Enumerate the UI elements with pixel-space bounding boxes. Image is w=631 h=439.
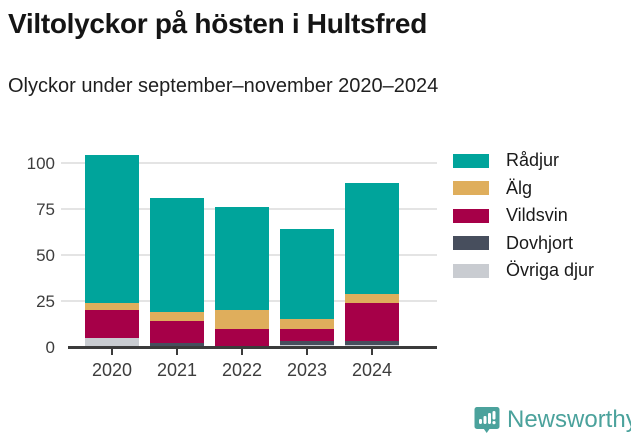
brand-link[interactable]: Newsworthy [474, 406, 631, 434]
x-axis-tick [176, 348, 178, 355]
legend-swatch-icon [453, 236, 489, 251]
x-axis-tick [306, 348, 308, 355]
bar-segment-2024-älg [345, 293, 399, 303]
legend-item-dovhjort: Dovhjort [453, 230, 594, 258]
chart-title: Viltolyckor på hösten i Hultsfred [8, 8, 428, 39]
bar-segment-2021-vildsvin [150, 321, 204, 344]
bar-segment-2020-rådjur [85, 155, 139, 303]
bar-segment-2020-älg [85, 302, 139, 311]
legend-item-älg: Älg [453, 175, 594, 203]
bar-segment-2023-dovhjort [280, 341, 334, 346]
bar-segment-2022-älg [215, 310, 269, 329]
y-axis-tick-label: 75 [36, 199, 55, 219]
newsworthy-logo-icon [474, 406, 500, 434]
x-axis-tick-label: 2023 [286, 360, 328, 380]
y-axis-tick-label: 50 [36, 245, 55, 265]
gridline-y-100 [61, 161, 437, 164]
legend-swatch-icon [453, 208, 489, 223]
legend-label: Älg [506, 177, 533, 198]
legend-label: Dovhjort [506, 232, 574, 253]
x-axis-line [68, 346, 437, 349]
legend-item-vildsvin: Vildsvin [453, 202, 594, 230]
legend: Rådjur Älg Vildsvin Dovhjort Övriga djur [453, 147, 594, 285]
x-axis-tick [111, 348, 113, 355]
bar-segment-2020-övriga-djur [85, 337, 139, 347]
chart-subtitle: Olyckor under september–november 2020–20… [8, 75, 439, 97]
y-axis-tick-label: 100 [26, 153, 55, 173]
brand-name: Newsworthy [507, 406, 631, 433]
bar-segment-2023-vildsvin [280, 328, 334, 342]
bar-segment-2021-dovhjort [150, 343, 204, 347]
bar-segment-2023-älg [280, 319, 334, 329]
legend-label: Övriga djur [506, 260, 595, 281]
legend-label: Rådjur [506, 150, 560, 171]
bar-segment-2024-rådjur [345, 182, 399, 294]
bar-segment-2023-rådjur [280, 228, 334, 320]
x-axis-tick-label: 2021 [156, 360, 198, 380]
legend-swatch-icon [453, 263, 489, 278]
legend-item-övriga-djur: Övriga djur [453, 257, 594, 285]
bar-segment-2020-vildsvin [85, 310, 139, 338]
legend-swatch-icon [453, 181, 489, 196]
x-axis-tick-label: 2020 [91, 360, 133, 380]
x-axis-tick-label: 2022 [221, 360, 263, 380]
y-axis-tick-label: 0 [45, 338, 55, 357]
bar-segment-2024-vildsvin [345, 302, 399, 342]
y-axis-tick-label: 25 [36, 291, 55, 311]
legend-item-rådjur: Rådjur [453, 147, 594, 175]
bar-segment-2022-rådjur [215, 206, 269, 311]
x-axis-tick [241, 348, 243, 355]
legend-swatch-icon [453, 153, 489, 168]
x-axis-tick-label: 2024 [351, 360, 393, 380]
legend-label: Vildsvin [506, 205, 568, 226]
bar-segment-2024-dovhjort [345, 341, 399, 346]
bar-segment-2021-älg [150, 311, 204, 322]
bar-segment-2022-vildsvin [215, 328, 269, 347]
bar-segment-2021-rådjur [150, 197, 204, 312]
x-axis-tick [371, 348, 373, 355]
